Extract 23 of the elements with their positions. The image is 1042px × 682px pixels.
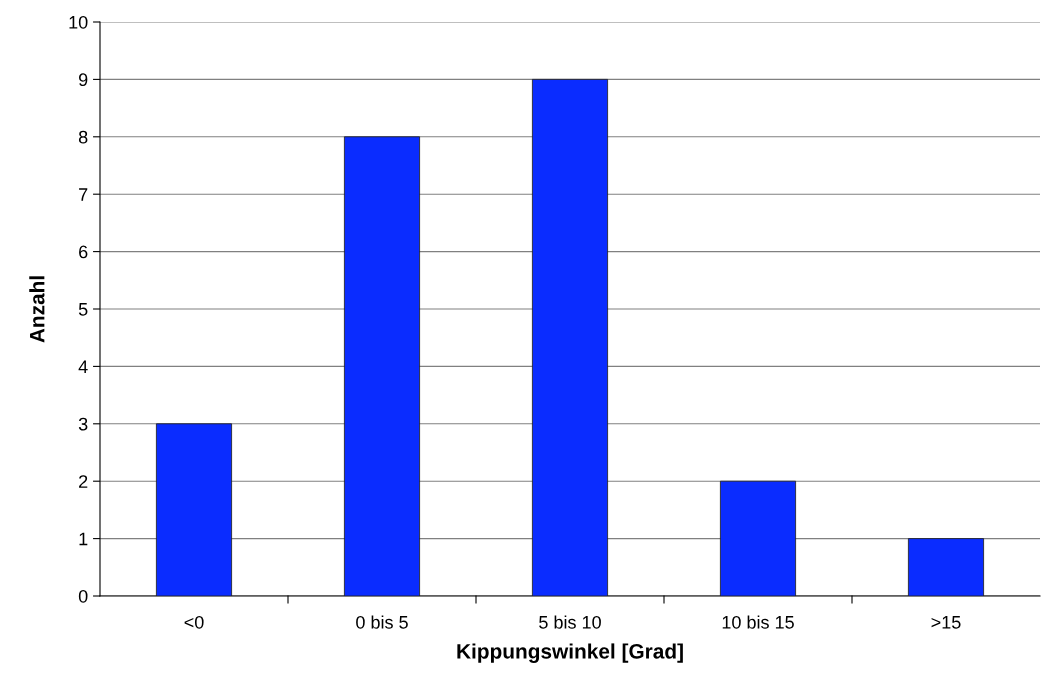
- bar: [531, 78, 609, 596]
- y-tick-label: 0: [78, 589, 88, 603]
- bar: [155, 423, 233, 596]
- y-tick-label: 8: [78, 130, 88, 144]
- x-tick-label: 10 bis 15: [722, 615, 794, 629]
- y-tick-label: 1: [79, 532, 88, 546]
- bar: [907, 538, 985, 596]
- x-tick-label: 0 bis 5: [356, 615, 408, 629]
- y-tick-label: 3: [78, 417, 88, 431]
- y-tick-label: 2: [79, 475, 88, 488]
- x-axis-title: Kippungswinkel [Grad]: [457, 643, 683, 663]
- y-tick-label: 5: [78, 303, 88, 316]
- x-tick-label: >15: [931, 616, 961, 629]
- y-tick-label: 7: [79, 188, 88, 201]
- bar: [719, 480, 797, 596]
- y-tick-label: 9: [79, 73, 88, 87]
- bar: [343, 136, 421, 596]
- y-tick-label: 4: [78, 360, 88, 373]
- x-tick-label: <0: [184, 615, 204, 629]
- y-axis-title: Anzahl: [29, 276, 45, 343]
- y-tick-label: 10: [69, 15, 88, 29]
- x-tick-label: 5 bis 10: [539, 615, 601, 629]
- y-tick-label: 6: [79, 245, 88, 259]
